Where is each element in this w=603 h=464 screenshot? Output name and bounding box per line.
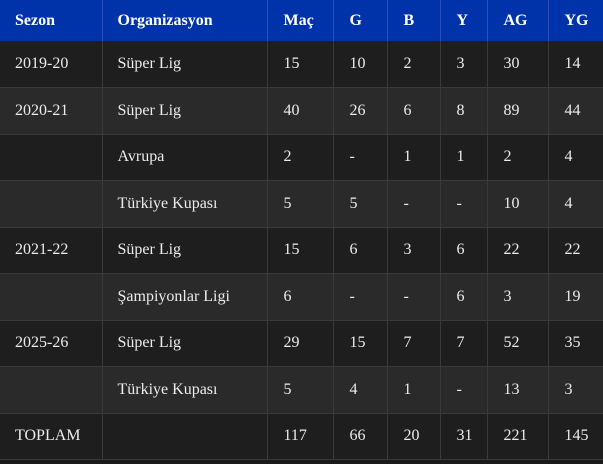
cell-matches: 15 [266, 41, 334, 88]
cell-wins: - [332, 273, 388, 321]
table-row: Şampiyonlar Ligi 6- -6 3 19 [0, 273, 603, 321]
cell-goals-for: 10 [486, 180, 549, 228]
cell-wins: 26 [332, 87, 388, 135]
cell-losses: - [439, 180, 488, 228]
cell-wins: - [332, 134, 388, 181]
cell-draws: - [386, 180, 441, 228]
cell-draws: 1 [386, 134, 441, 181]
cell-competition: Şampiyonlar Ligi [101, 273, 268, 321]
cell-draws: 1 [386, 366, 441, 414]
cell-losses: 6 [439, 227, 488, 274]
cell-wins: 10 [332, 41, 388, 88]
total-row: TOPLAM 117 66 20 31 221 145 [0, 413, 603, 460]
header-wins: G [333, 0, 388, 41]
cell-season: TOPLAM [0, 413, 103, 460]
cell-losses: 3 [439, 41, 488, 88]
cell-goals-against: 14 [547, 41, 603, 88]
cell-goals-for: 22 [486, 227, 549, 274]
cell-goals-against: 4 [547, 134, 603, 181]
header-losses: Y [440, 0, 488, 41]
cell-season: 2025-26 [0, 320, 103, 367]
cell-matches: 5 [266, 180, 334, 228]
cell-goals-for: 52 [486, 320, 549, 367]
table-row: 2020-21 Süper Lig 40 26 6 8 89 44 [0, 87, 603, 135]
cell-wins: 15 [332, 320, 388, 367]
cell-matches: 15 [266, 227, 334, 274]
table-row: 2019-20 Süper Lig 15 10 2 3 30 14 [0, 41, 603, 88]
cell-season [0, 273, 103, 321]
cell-matches: 40 [266, 87, 334, 135]
cell-matches: 29 [266, 320, 334, 367]
header-draws: B [387, 0, 441, 41]
cell-goals-for: 13 [486, 366, 549, 414]
cell-draws: - [386, 273, 441, 321]
cell-goals-against: 22 [547, 227, 603, 274]
table-row: 2021-22 Süper Lig 15 6 3 6 22 22 [0, 227, 603, 274]
cell-goals-against: 4 [547, 180, 603, 228]
cell-losses: 1 [439, 134, 488, 181]
cell-draws: 20 [386, 413, 441, 460]
cell-competition: Süper Lig [101, 41, 268, 88]
header-season: Sezon [0, 0, 103, 41]
cell-season: 2019-20 [0, 41, 103, 88]
cell-season [0, 366, 103, 414]
cell-goals-for: 2 [486, 134, 549, 181]
cell-competition: Türkiye Kupası [101, 366, 268, 414]
cell-matches: 5 [266, 366, 334, 414]
cell-season: 2020-21 [0, 87, 103, 135]
cell-matches: 117 [266, 413, 334, 460]
cell-draws: 6 [386, 87, 441, 135]
cell-losses: 7 [439, 320, 488, 367]
header-competition: Organizasyon [102, 0, 268, 41]
cell-losses: 31 [439, 413, 488, 460]
table-row: Türkiye Kupası 5 4 1-13 3 [0, 366, 603, 414]
cell-competition: Süper Lig [101, 320, 268, 367]
cell-goals-for: 3 [486, 273, 549, 321]
cell-matches: 2 [266, 134, 334, 181]
cell-goals-for: 89 [486, 87, 549, 135]
cell-losses: 6 [439, 273, 488, 321]
cell-goals-against: 44 [547, 87, 603, 135]
cell-goals-for: 221 [486, 413, 549, 460]
cell-goals-against: 3 [547, 366, 603, 414]
cell-losses: - [439, 366, 488, 414]
cell-draws: 2 [386, 41, 441, 88]
cell-competition: Süper Lig [101, 87, 268, 135]
header-matches: Maç [267, 0, 334, 41]
table-row: 2025-26 Süper Lig 29 15 7 7 52 35 [0, 320, 603, 367]
table-row: Türkiye Kupası 5 5- -10 4 [0, 180, 603, 228]
cell-wins: 5 [332, 180, 388, 228]
header-goals-for: AG [487, 0, 549, 41]
cell-goals-against: 145 [547, 413, 603, 460]
cell-competition [101, 413, 268, 460]
cell-competition: Türkiye Kupası [101, 180, 268, 228]
header-goals-against: YG [548, 0, 603, 41]
table-row: Avrupa 2-1 1 2 4 [0, 134, 603, 181]
cell-goals-against: 19 [547, 273, 603, 321]
cell-competition: Süper Lig [101, 227, 268, 274]
cell-goals-against: 35 [547, 320, 603, 367]
cell-wins: 66 [332, 413, 388, 460]
cell-season [0, 134, 103, 181]
cell-matches: 6 [266, 273, 334, 321]
cell-draws: 3 [386, 227, 441, 274]
table-header: Sezon Organizasyon Maç G B Y AG YG [0, 0, 603, 41]
cell-wins: 6 [332, 227, 388, 274]
cell-wins: 4 [332, 366, 388, 414]
cell-competition: Avrupa [101, 134, 268, 181]
cell-season: 2021-22 [0, 227, 103, 274]
cell-goals-for: 30 [486, 41, 549, 88]
cell-draws: 7 [386, 320, 441, 367]
cell-season [0, 180, 103, 228]
cell-losses: 8 [439, 87, 488, 135]
